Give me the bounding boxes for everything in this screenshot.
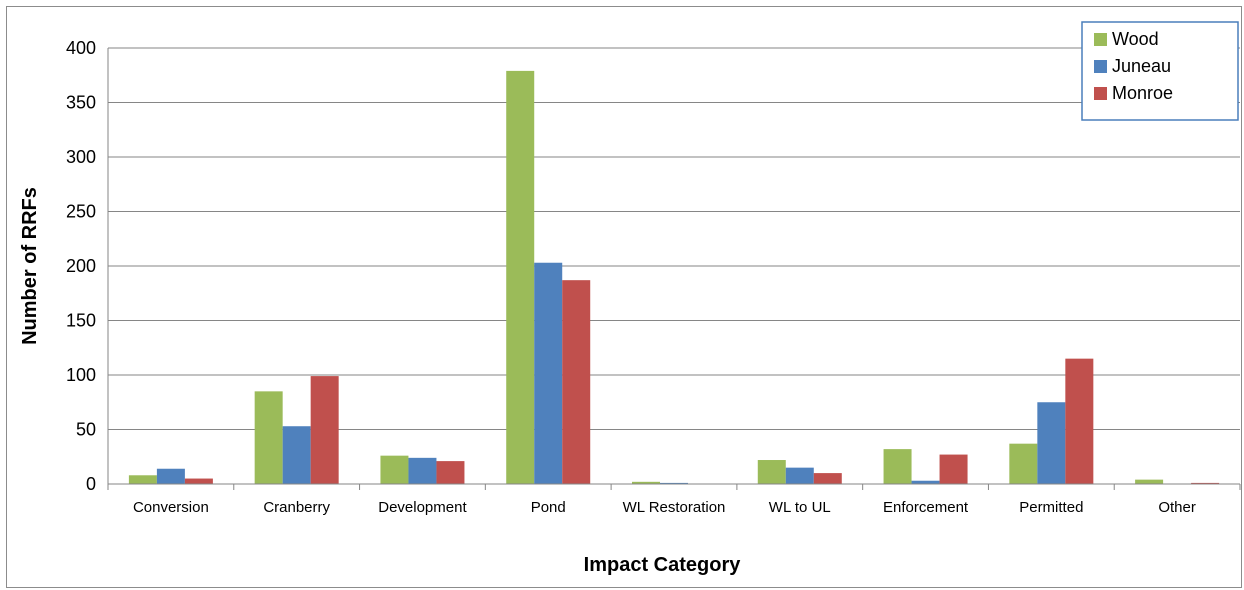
y-tick-label: 250 (66, 202, 96, 222)
legend-label-monroe: Monroe (1112, 83, 1173, 103)
legend-label-juneau: Juneau (1112, 56, 1171, 76)
legend-box (1081, 21, 1239, 121)
bar-wood (757, 460, 786, 484)
x-axis-title: Impact Category (584, 554, 742, 576)
x-tick-label: Conversion (133, 499, 209, 516)
y-tick-label: 200 (66, 256, 96, 276)
y-tick-label: 0 (86, 474, 96, 494)
x-tick-label: Pond (531, 499, 566, 516)
bar-juneau (156, 468, 185, 484)
bar-wood (883, 449, 912, 484)
bar-juneau (282, 426, 311, 484)
y-tick-label: 300 (66, 147, 96, 167)
y-tick-labels: 0 50 100 150 200 250 300 350 400 (66, 38, 96, 494)
bar-juneau (785, 467, 814, 484)
bar-wood (128, 475, 157, 484)
bar-wood (506, 70, 535, 484)
legend-label-wood: Wood (1112, 29, 1159, 49)
bar-monroe (436, 461, 465, 484)
bars (128, 70, 1220, 484)
bar-wood (1135, 479, 1164, 484)
y-tick-label: 350 (66, 93, 96, 113)
legend-swatch-monroe (1094, 87, 1107, 100)
y-tick-label: 400 (66, 38, 96, 58)
bar-monroe (1191, 482, 1220, 484)
bar-juneau (408, 457, 437, 484)
y-tick-label: 150 (66, 311, 96, 331)
bar-monroe (310, 376, 339, 484)
bar-juneau (1037, 402, 1066, 484)
bar-wood (632, 481, 660, 484)
y-tick-label: 50 (76, 420, 96, 440)
x-tick-label: Permitted (1019, 499, 1083, 516)
bar-juneau (660, 482, 688, 484)
bar-monroe (184, 478, 213, 484)
legend-swatch-wood (1094, 33, 1107, 46)
y-axis-title: Number of RRFs (19, 187, 41, 345)
axes (107, 48, 1241, 490)
bar-wood (1009, 443, 1038, 484)
bar-wood (254, 391, 283, 484)
bar-monroe (562, 280, 591, 484)
legend-swatch-juneau (1094, 60, 1107, 73)
bar-monroe (813, 473, 842, 484)
x-tick-label: WL to UL (769, 499, 831, 516)
bar-juneau (911, 480, 940, 484)
bar-juneau (534, 262, 563, 484)
x-tick-label: Cranberry (263, 499, 330, 516)
bar-monroe (1065, 358, 1094, 484)
x-tick-label: Development (378, 499, 467, 516)
x-tick-labels: Conversion Cranberry Development Pond WL Res… (133, 499, 1196, 516)
x-tick-label: WL Restoration (623, 499, 726, 516)
bar-monroe (939, 454, 968, 484)
x-tick-label: Other (1158, 499, 1196, 516)
legend: Wood Juneau Monroe (1081, 21, 1239, 121)
bar-wood (380, 455, 409, 484)
y-tick-label: 100 (66, 365, 96, 385)
x-tick-label: Enforcement (883, 499, 969, 516)
